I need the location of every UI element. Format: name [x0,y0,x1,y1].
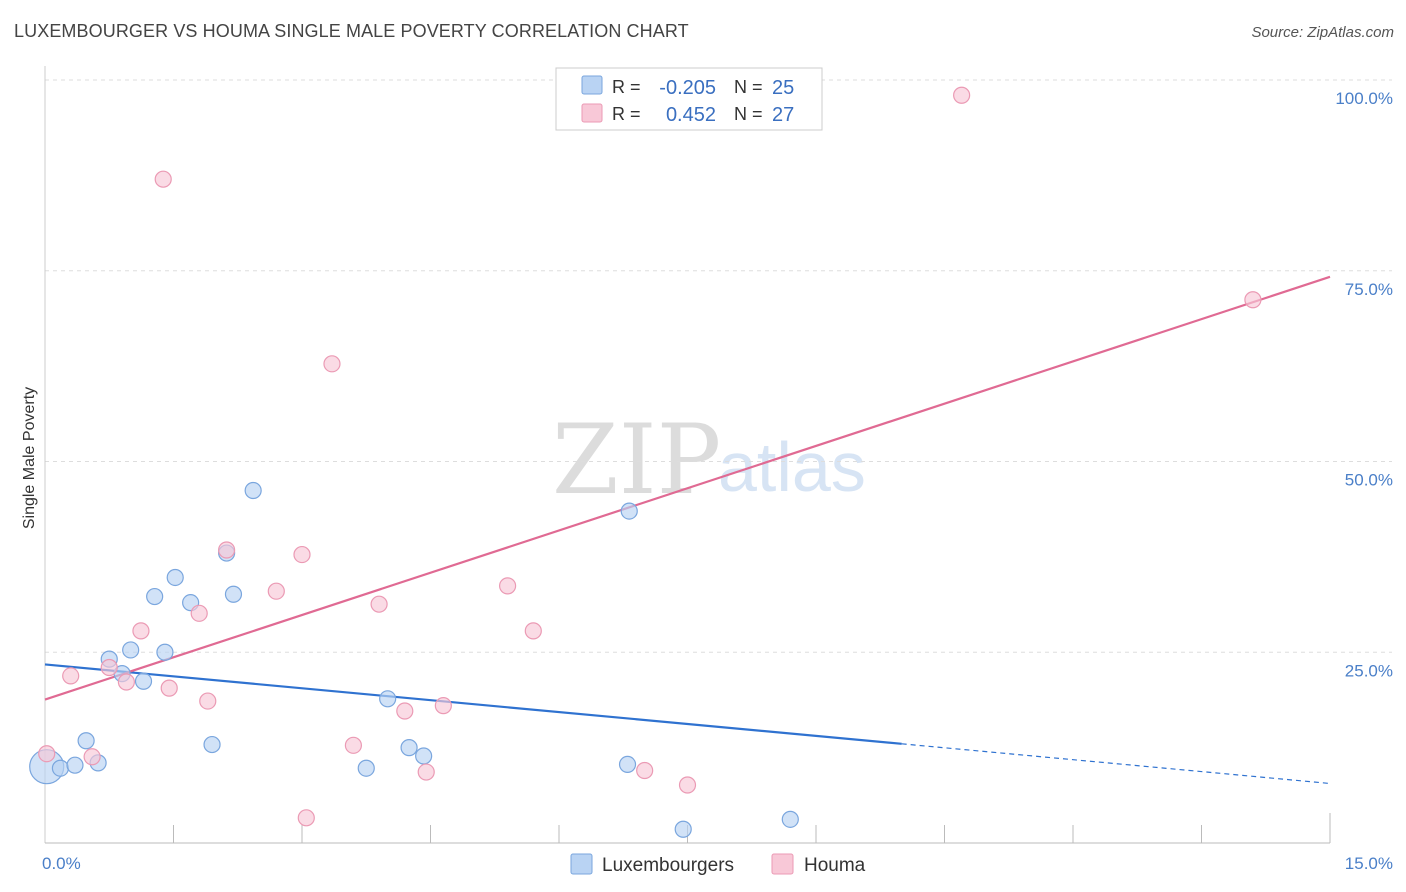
legend-swatch-houma [581,103,603,123]
point-luxembourgers-11 [166,568,184,587]
point-houma-14 [323,355,341,373]
point-luxembourgers-7 [122,641,140,659]
point-luxembourgers-8 [134,672,153,690]
point-luxembourgers-24 [781,810,799,828]
x-tick-label-1: 15.0% [1345,854,1393,873]
point-houma-2 [83,748,101,766]
legend-r-value-luxembourgers: -0.205 [659,77,716,99]
stats-legend: R = -0.205 N = 25 R = 0.452 N = 27 [555,67,823,131]
point-houma-18 [417,763,435,781]
point-luxembourgers-3 [77,732,95,750]
trend-line-luxembourgers [44,663,902,745]
point-luxembourgers-21 [618,755,637,774]
point-houma-12 [297,809,315,827]
point-luxembourgers-13 [203,735,221,754]
legend-r-value-houma: 0.452 [666,104,716,126]
legend-r-label-luxembourgers: R = [612,77,641,97]
chart-source: Source: ZipAtlas.com [1251,24,1394,41]
point-luxembourgers-22 [620,502,638,520]
y-tick-label-1: 50.0% [1345,471,1393,490]
y-axis-label: Single Male Poverty [21,387,38,529]
grid-lines [45,79,1392,653]
point-houma-22 [636,761,654,780]
point-houma-3 [100,658,118,677]
point-houma-26 [1244,291,1262,309]
legend-n-value-luxembourgers: 25 [772,77,794,99]
point-houma-20 [499,577,517,595]
point-houma-4 [117,673,135,691]
point-houma-5 [132,622,150,640]
point-houma-19 [434,697,452,715]
series-legend-swatch-houma[interactable] [771,853,794,875]
series-legend: Luxembourgers Houma [570,853,866,876]
series-legend-swatch-luxembourgers[interactable] [570,853,593,875]
trend-line-luxembourgers-extension [901,743,1331,785]
point-houma-21 [524,622,542,640]
point-houma-7 [154,170,172,188]
y-tick-label-0: 25.0% [1345,661,1393,680]
series-legend-label-luxembourgers[interactable]: Luxembourgers [602,855,734,876]
point-luxembourgers-23 [674,820,692,838]
point-houma-15 [344,736,362,754]
point-luxembourgers-17 [357,759,375,777]
point-luxembourgers-16 [244,481,262,500]
legend-r-label-houma: R = [612,104,641,124]
watermark-zip: ZIP [552,404,721,516]
point-houma-11 [267,582,285,600]
tick-labels: 25.0% 50.0% 75.0% 100.0% 0.0% 15.0% [42,89,1393,873]
point-luxembourgers-19 [400,739,418,757]
legend-n-label-houma: N = [734,104,763,124]
series-legend-label-houma[interactable]: Houma [804,855,866,876]
y-tick-label-2: 75.0% [1345,280,1393,299]
point-houma-8 [190,604,208,622]
point-houma-17 [396,702,414,720]
point-houma-16 [370,595,388,613]
point-luxembourgers-9 [146,587,164,606]
watermark-atlas: atlas [718,428,866,506]
point-houma-6 [160,679,178,697]
point-houma-25 [953,86,971,104]
point-houma-13 [293,545,311,564]
point-luxembourgers-1 [51,759,70,777]
legend-n-value-houma: 27 [772,104,794,126]
point-houma-23 [678,776,697,794]
point-luxembourgers-15 [224,585,243,603]
point-houma-1 [62,667,80,685]
trend-lines [44,275,1331,785]
point-luxembourgers-10 [156,643,174,661]
point-houma-0 [38,745,56,763]
chart-title: LUXEMBOURGER VS HOUMA SINGLE MALE POVERT… [14,21,689,41]
y-tick-label-3: 100.0% [1335,89,1393,108]
x-tick-label-0: 0.0% [42,854,81,873]
point-luxembourgers-2 [66,756,84,774]
point-houma-9 [199,692,217,710]
legend-n-label-luxembourgers: N = [734,77,763,97]
point-houma-10 [218,541,236,559]
legend-swatch-luxembourgers [581,75,603,95]
point-luxembourgers-20 [415,747,433,765]
trend-line-houma [44,275,1331,701]
point-luxembourgers-18 [379,690,397,708]
